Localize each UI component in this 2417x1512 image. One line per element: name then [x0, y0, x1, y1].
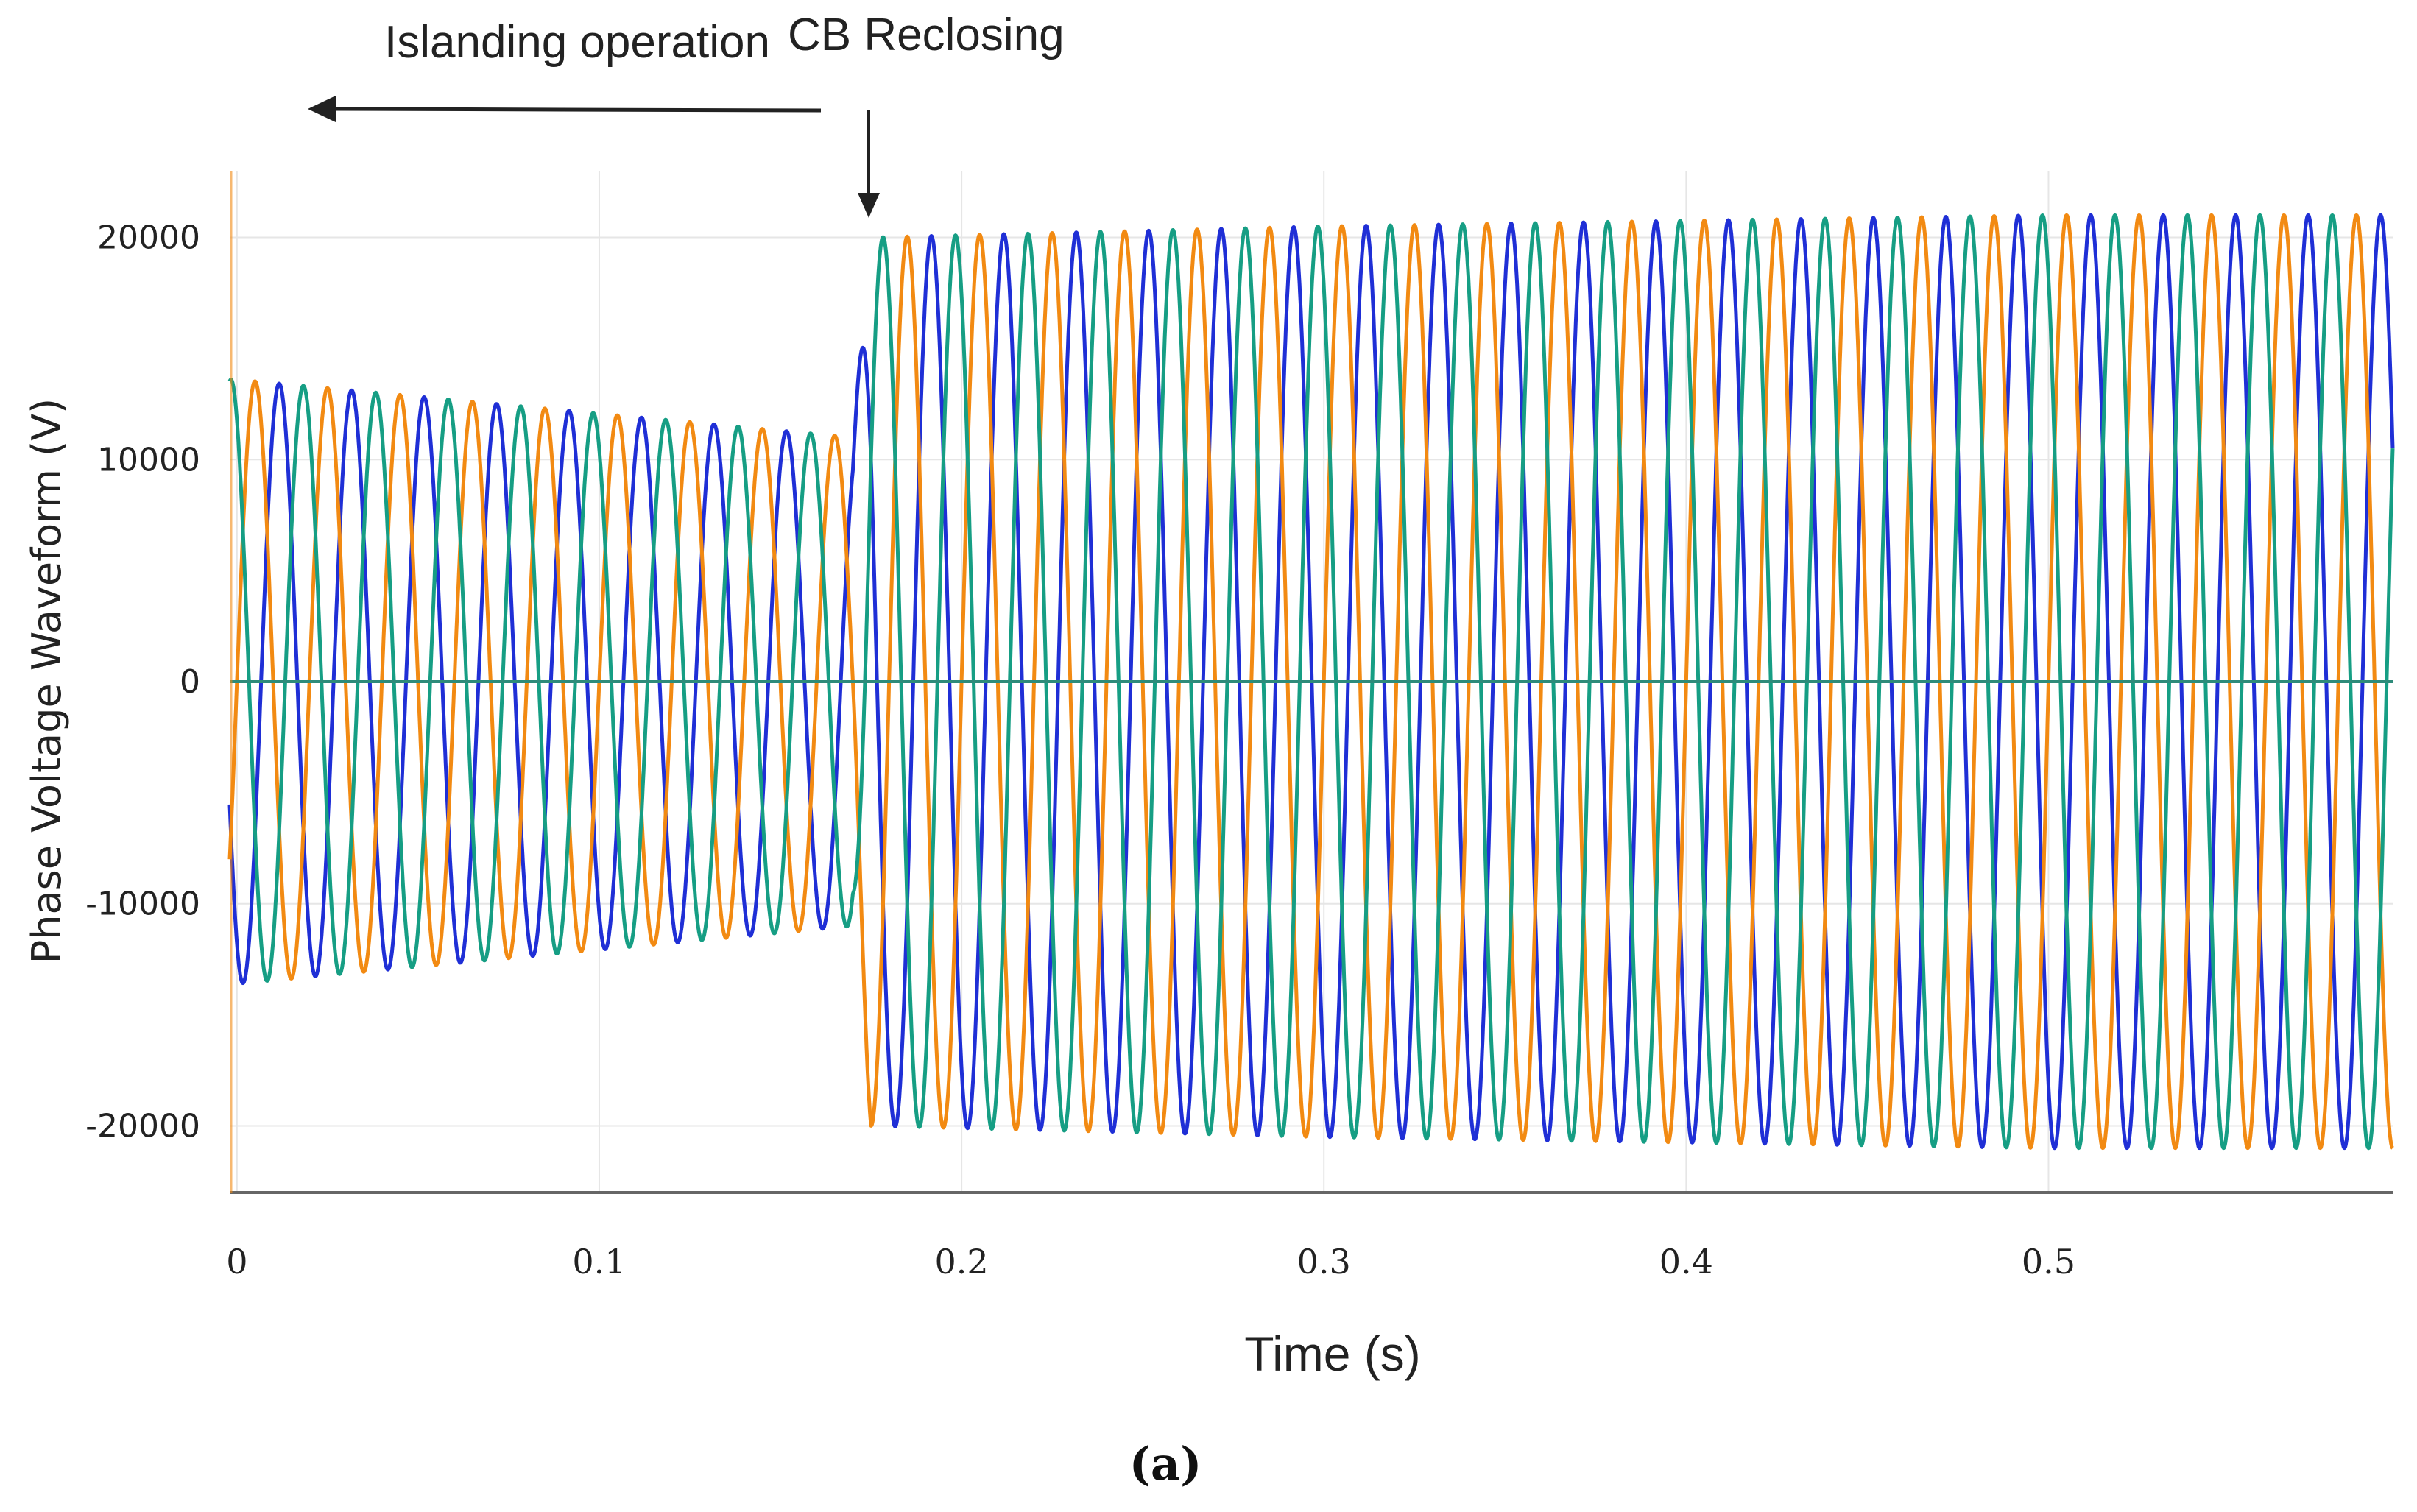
- reclosing-annotation: CB Reclosing: [788, 10, 1065, 60]
- y-tick-label: -10000: [85, 886, 200, 923]
- islanding-arrow: [308, 96, 822, 122]
- x-tick-label: 0.4: [1659, 1242, 1713, 1282]
- islanding-annotation: Islanding operation: [384, 17, 770, 68]
- y-tick-label: 10000: [97, 441, 200, 478]
- series-phase-c: [227, 213, 2395, 1151]
- y-tick-label: 20000: [97, 219, 200, 257]
- x-tick-label: 0.5: [2022, 1242, 2075, 1282]
- y-tick-label: -20000: [85, 1107, 200, 1145]
- x-tick-label: 0.3: [1297, 1242, 1351, 1282]
- x-tick-label: 0: [226, 1242, 247, 1282]
- x-tick-label: 0.2: [935, 1242, 989, 1282]
- series-phase-a: [227, 213, 2395, 1151]
- x-axis-label: Time (s): [1244, 1326, 1421, 1381]
- x-tick-labels: 0 0.1 0.2 0.3 0.4 0.5: [226, 1242, 2075, 1282]
- reclosing-arrow: [858, 110, 880, 218]
- figure-caption: (a): [1129, 1437, 1202, 1491]
- y-tick-label: 0: [180, 663, 200, 701]
- series-phase-b: [227, 213, 2394, 1151]
- y-axis-label: Phase Voltage Waveform (V): [24, 398, 70, 964]
- series-group: [227, 213, 2395, 1151]
- axes: [230, 171, 2393, 1194]
- y-tick-labels: 20000 10000 0 -10000 -20000: [85, 219, 200, 1145]
- x-tick-label: 0.1: [572, 1242, 626, 1282]
